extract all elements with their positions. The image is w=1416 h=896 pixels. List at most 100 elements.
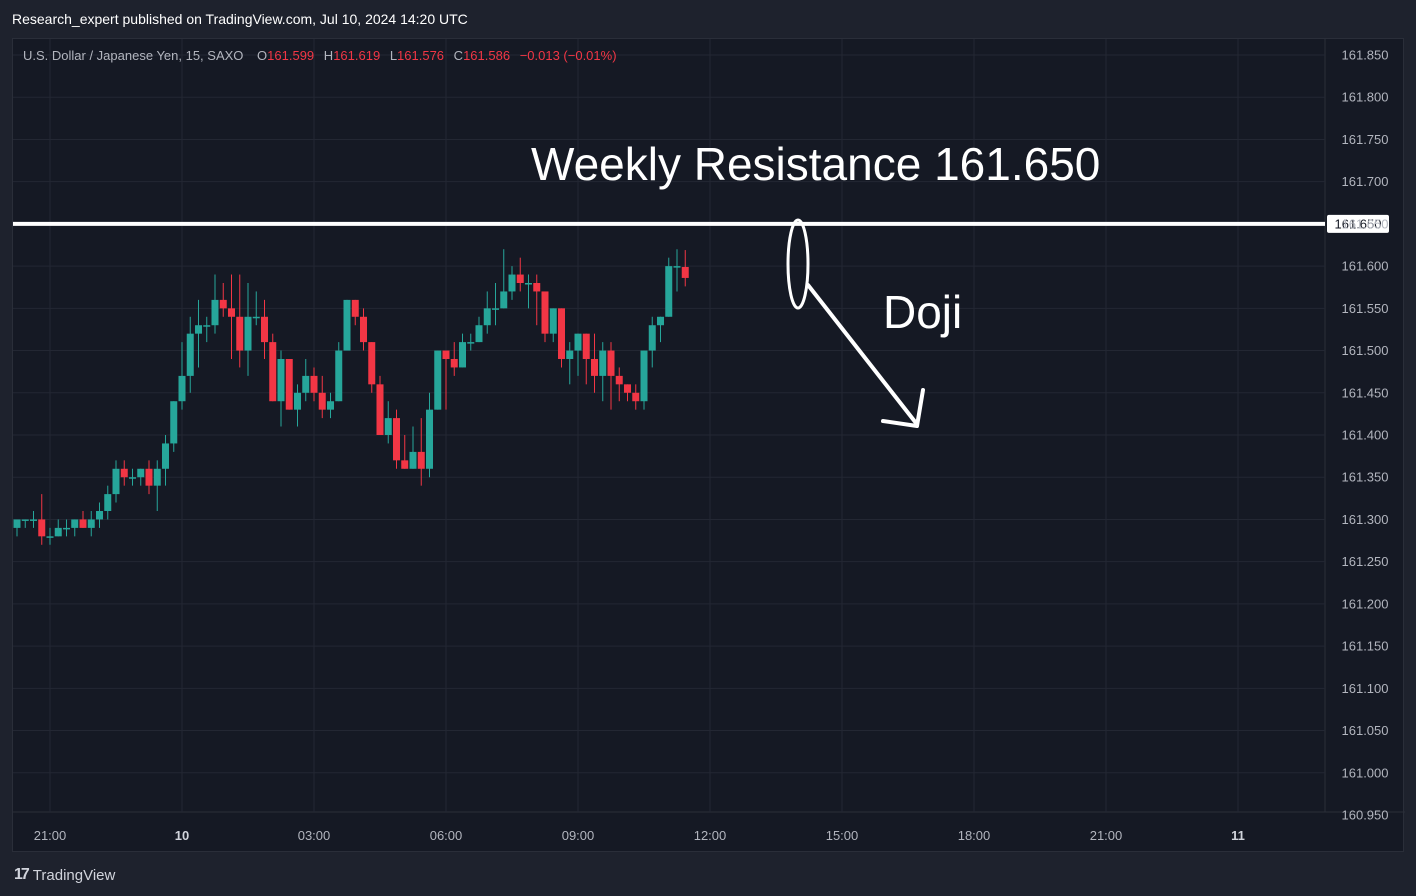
doji-highlight-circle [786,218,810,310]
candle-body [368,342,376,385]
price-tick-label: 161.300 [1342,512,1389,527]
candle-up [71,519,79,537]
chart-grid [13,39,1405,813]
candle-body [681,266,689,278]
publish-header: Research_expert published on TradingView… [0,0,1416,38]
candle-up [137,468,145,486]
candle-body [665,266,673,317]
candle-body [38,519,46,537]
candle-up [508,266,516,300]
close-label: C [454,48,463,63]
candle-up [96,502,103,528]
candle-body [71,519,79,528]
candle-up [87,511,95,537]
candle-body [46,536,54,538]
open-label: O [257,48,267,63]
candle-body [632,392,640,402]
legend-line: U.S. Dollar / Japanese Yen, 15, SAXO O16… [23,48,617,63]
candlestick-chart[interactable]: 161.650 161.850161.800161.750161.700161.… [13,39,1405,853]
candle-down [261,299,268,359]
candle-body [558,308,565,359]
candle-body [153,468,161,486]
candle-up [657,316,664,343]
candle-down [582,333,590,385]
price-tick-label: 161.600 [1342,259,1389,274]
candle-up [426,392,433,478]
time-tick-label: 06:00 [430,828,463,843]
candle-body [516,274,524,283]
candle-up [409,426,417,469]
price-tick-label: 161.200 [1342,596,1389,611]
price-tick-label: 161.850 [1342,48,1389,63]
candle-up [195,299,202,368]
candle-body [492,308,499,310]
candle-up [104,485,112,520]
candle-body [21,519,29,521]
candle-body [244,316,252,351]
high-value: 161.619 [333,48,380,63]
tradingview-logo[interactable]: 17 TradingView [14,866,115,884]
candle-up [162,435,169,486]
candle-body [186,333,194,376]
candle-body [228,308,235,317]
price-tick-label: 161.250 [1342,554,1389,569]
candle-up [294,384,301,427]
candle-up [566,342,574,385]
candle-body [318,392,326,410]
candle-body [335,350,343,402]
resistance-price-tag [1327,214,1389,233]
ohlc-legend: U.S. Dollar / Japanese Yen, 15, SAXO O16… [23,48,617,63]
candle-body [434,350,442,410]
down-arrow [806,283,918,425]
candle-down [516,257,524,292]
resistance-price-label: 161.650 [1335,216,1382,231]
price-tick-label: 161.350 [1342,470,1389,485]
candle-up [483,291,491,334]
price-tick-label: 161.450 [1342,385,1389,400]
candle-body [483,308,491,326]
time-tick-label: 09:00 [562,828,595,843]
candle-body [409,451,417,469]
candle-body [640,350,648,402]
candle-body [393,418,400,461]
open-value: 161.599 [267,48,314,63]
candle-body [277,359,285,402]
candle-up [112,460,120,503]
candle-up [665,257,673,317]
close-value: 161.586 [463,48,510,63]
chart-panel[interactable]: 161.650 161.850 161.800 161.750 161.700 161.… [12,38,1405,853]
candle-up [640,350,648,410]
candle-down [120,460,128,486]
candle-up [203,316,211,343]
candle-body [607,350,615,376]
candle-body [252,316,260,319]
candle-body [120,468,128,478]
candle-body [673,266,681,268]
candle-body [360,316,367,343]
candle-body [145,468,153,486]
candle-down [145,460,153,495]
candle-down [351,299,359,326]
candle-down [318,375,326,419]
candle-body [211,299,219,326]
candle-down [360,308,367,351]
candle-down [442,350,450,410]
candle-body [508,274,516,292]
candle-up [13,519,21,537]
candle-body [417,451,425,469]
price-tick-label: 161.150 [1342,639,1389,654]
candle-body [13,519,21,528]
candle-down [376,375,384,435]
candle-body [112,468,120,495]
candle-up [327,392,334,419]
candle-down [401,435,409,469]
candle-up [459,333,466,368]
candle-up [673,249,681,292]
candle-up [384,401,392,444]
candle-down [533,274,541,326]
candle-up [467,333,475,351]
candle-body [269,342,277,402]
candle-down [393,409,400,469]
time-tick-label: 03:00 [298,828,331,843]
candle-down [236,274,244,368]
